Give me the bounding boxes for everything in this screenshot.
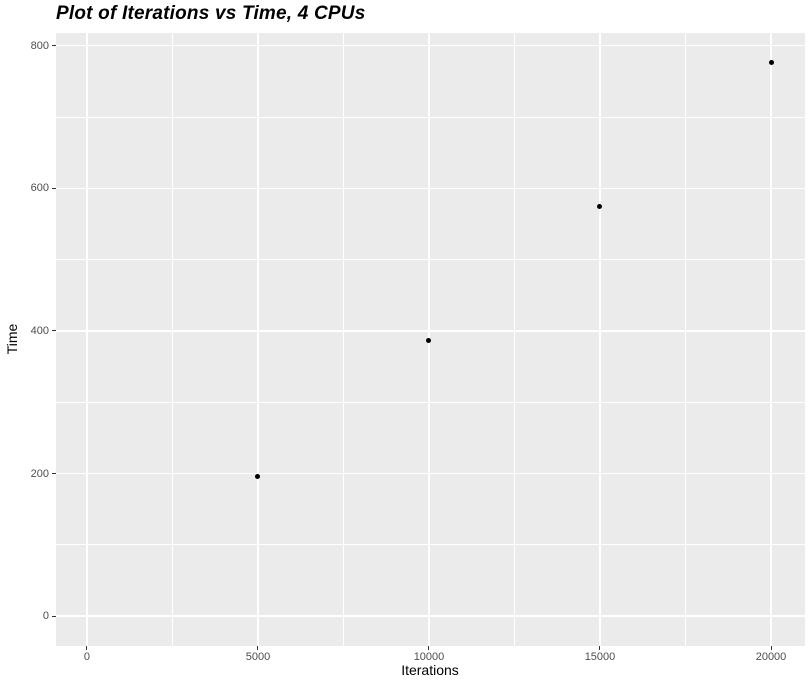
x-tick-label: 5000 <box>245 651 271 663</box>
minor-gridline-y <box>56 544 805 546</box>
x-tick-label: 20000 <box>755 651 787 663</box>
y-tick-label: 200 <box>30 467 49 480</box>
minor-gridline-x <box>343 33 344 646</box>
x-tick-mark <box>428 646 430 650</box>
major-gridline-x <box>599 33 601 646</box>
minor-gridline-y <box>56 259 805 260</box>
major-gridline-y <box>56 472 805 475</box>
minor-gridline-x <box>172 33 173 646</box>
y-tick-mark <box>52 473 56 474</box>
plot-panel <box>56 33 805 646</box>
major-gridline-x <box>770 33 772 646</box>
data-point <box>597 203 603 209</box>
y-tick-label: 0 <box>42 610 49 623</box>
y-axis-title: Time <box>4 323 20 355</box>
major-gridline-y <box>56 187 805 189</box>
y-tick-label: 600 <box>30 182 49 195</box>
x-tick-mark <box>770 646 772 650</box>
major-gridline-y <box>56 330 805 332</box>
major-gridline-x <box>257 33 259 646</box>
x-tick-label: 15000 <box>584 651 616 663</box>
y-tick-label: 800 <box>30 39 49 52</box>
x-tick-mark <box>599 646 601 650</box>
data-point <box>426 338 432 344</box>
x-tick-label: 0 <box>83 651 91 663</box>
plot-title: Plot of Iterations vs Time, 4 CPUs <box>56 3 366 24</box>
data-point <box>768 60 774 66</box>
minor-gridline-x <box>514 33 515 646</box>
major-gridline-x <box>86 33 88 646</box>
x-tick-label: 10000 <box>413 651 445 663</box>
y-tick-mark <box>52 45 56 47</box>
y-tick-mark <box>52 187 56 189</box>
x-axis-title: Iterations <box>401 662 459 678</box>
y-tick-mark <box>52 615 56 617</box>
major-gridline-y <box>56 45 805 47</box>
x-tick-mark <box>86 646 88 650</box>
minor-gridline-y <box>56 401 805 403</box>
x-tick-mark <box>257 646 259 650</box>
y-tick-mark <box>52 330 56 332</box>
major-gridline-y <box>56 615 805 617</box>
minor-gridline-x <box>685 33 686 646</box>
minor-gridline-y <box>56 116 805 118</box>
data-point <box>255 473 261 479</box>
y-tick-label: 400 <box>30 324 49 337</box>
